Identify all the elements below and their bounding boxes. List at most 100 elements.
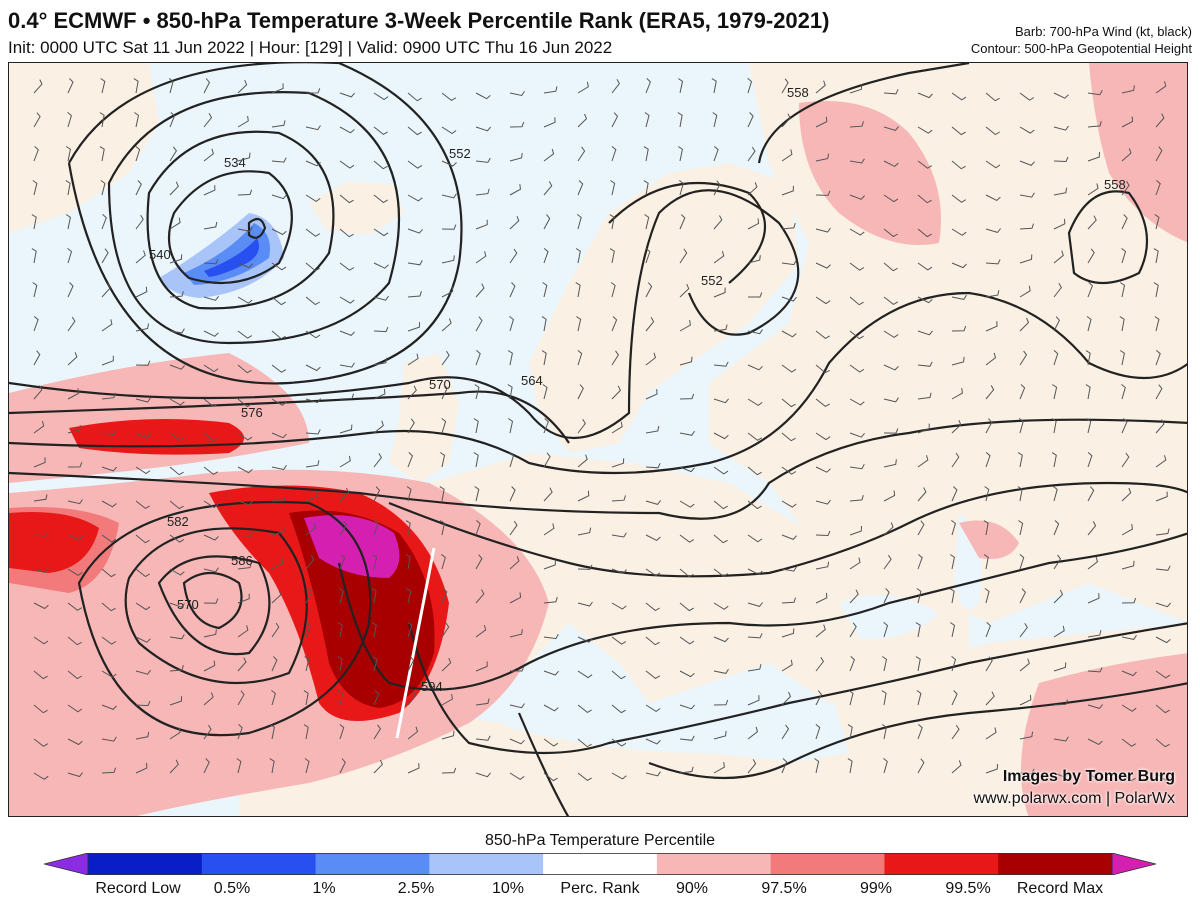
wind-barb	[337, 622, 343, 638]
wind-barb	[373, 194, 388, 204]
wind-barbs	[31, 78, 1171, 782]
wind-barb	[509, 216, 520, 230]
wind-barb	[1155, 636, 1171, 644]
wind-barb	[542, 384, 548, 400]
wind-barb	[305, 88, 321, 94]
wind-barb	[237, 625, 249, 638]
wind-barb	[644, 112, 650, 128]
wind-barb	[1155, 491, 1168, 502]
colorbar-tick-label: Record Max	[1016, 880, 1104, 897]
wind-barb	[1087, 556, 1099, 570]
wind-barb	[1121, 772, 1136, 782]
wind-barb	[713, 668, 729, 674]
wind-barb	[678, 78, 684, 94]
wind-barb	[305, 330, 321, 339]
wind-barb	[611, 316, 618, 332]
wind-barb	[1087, 90, 1103, 96]
wind-barb	[643, 180, 649, 196]
wind-barb	[303, 724, 309, 740]
contour-label: 558	[1104, 177, 1126, 192]
wind-barb	[135, 602, 151, 611]
wind-barb	[713, 215, 723, 230]
wind-barb	[847, 724, 853, 740]
wind-barb	[985, 259, 1001, 265]
wind-barb	[645, 78, 651, 94]
wind-barb	[713, 762, 725, 774]
wind-barb	[917, 554, 923, 570]
wind-barb	[65, 180, 71, 196]
wind-barb	[849, 494, 864, 502]
wind-barb	[849, 84, 863, 94]
wind-barb	[169, 759, 179, 774]
wind-barb	[1053, 187, 1068, 196]
wind-barb	[985, 194, 1001, 201]
wind-barb	[543, 117, 556, 128]
map-panel[interactable]: 534 540 552 558 558 552 564 570 576 582 …	[8, 62, 1188, 817]
wind-barb	[1087, 738, 1103, 745]
wind-barb	[747, 146, 756, 162]
wind-barb	[645, 282, 653, 298]
wind-barb	[611, 704, 626, 714]
wind-barb	[1087, 452, 1093, 468]
wind-barb	[984, 588, 990, 604]
wind-barb	[679, 283, 690, 298]
wind-barb	[337, 656, 343, 672]
wind-barb	[475, 554, 483, 570]
wind-barb	[509, 91, 525, 97]
wind-barb	[1155, 350, 1161, 366]
wind-barb	[713, 180, 721, 196]
wind-barb	[815, 690, 822, 706]
wind-barb	[542, 282, 548, 298]
wind-barb	[237, 466, 253, 474]
credit-website[interactable]: www.polarwx.com | PolarWx	[973, 790, 1175, 807]
wind-barb	[610, 180, 616, 196]
wind-barb	[371, 622, 377, 638]
wind-barb	[815, 116, 828, 128]
wind-barb	[1085, 350, 1091, 366]
black-sea	[839, 595, 939, 639]
wind-barb	[781, 113, 791, 128]
wind-barb	[271, 83, 284, 94]
wind-barb	[1155, 670, 1171, 679]
wind-barb	[1119, 316, 1125, 332]
wind-barb	[33, 636, 49, 645]
wind-barb	[949, 554, 955, 570]
wind-barb	[747, 633, 763, 639]
wind-barb	[101, 283, 111, 298]
wind-barb	[237, 296, 253, 304]
wind-barb	[781, 628, 795, 638]
contour-label: 570	[429, 377, 451, 392]
wind-barb	[781, 330, 797, 338]
wind-barb	[645, 568, 661, 577]
wind-barb	[1121, 452, 1130, 468]
wind-barb	[101, 319, 113, 332]
wind-barb	[33, 146, 39, 162]
wind-barb	[1053, 662, 1067, 672]
wind-barb	[815, 499, 831, 505]
wind-barb	[203, 724, 212, 740]
wind-barb	[950, 622, 956, 638]
wind-barb	[679, 248, 688, 264]
wind-barb	[611, 350, 620, 366]
wind-barb	[611, 385, 621, 400]
wind-barb	[407, 385, 417, 400]
wind-barb	[474, 486, 480, 502]
wind-barb	[849, 228, 865, 236]
wind-barb	[747, 726, 759, 740]
wind-barb	[305, 194, 321, 203]
wind-barb	[951, 452, 960, 468]
wind-barb	[1019, 768, 1035, 775]
wind-barb	[339, 160, 355, 169]
wind-barb	[747, 329, 763, 335]
wind-barb	[645, 317, 655, 332]
header: 0.4° ECMWF • 850-hPa Temperature 3-Week …	[0, 0, 1200, 62]
wind-barb	[271, 157, 287, 163]
wind-barb	[33, 704, 48, 714]
wind-barb	[1155, 565, 1171, 571]
wind-barb	[713, 568, 729, 577]
wind-barb	[951, 356, 965, 366]
wind-barb	[985, 622, 991, 638]
wind-barb	[1018, 520, 1024, 536]
wind-barb	[440, 452, 446, 468]
wind-barb	[169, 634, 185, 640]
